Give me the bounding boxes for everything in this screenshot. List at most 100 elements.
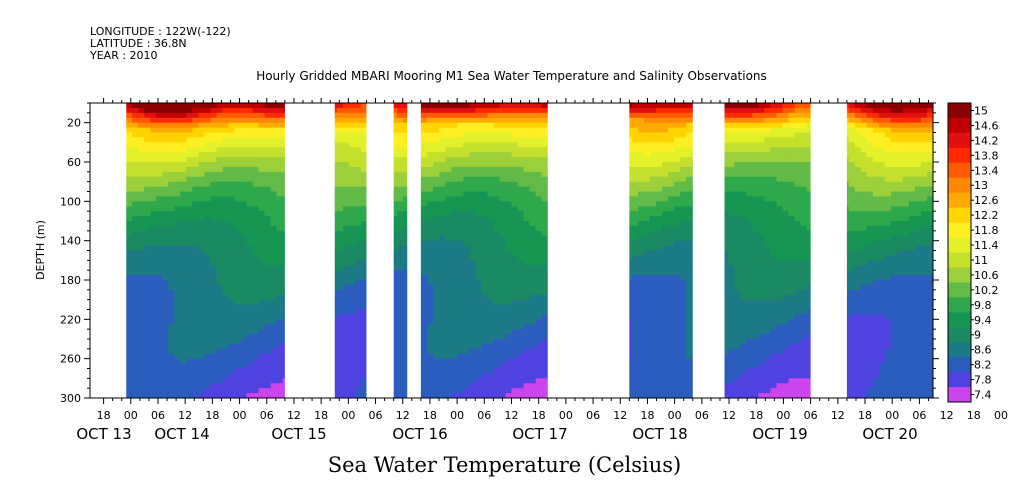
heatmap-cell [168,191,175,198]
heatmap-cell [246,162,254,168]
heatmap-cell [481,191,489,198]
heatmap-cell [216,122,224,129]
heatmap-cell [457,211,464,217]
heatmap-cell [451,388,458,394]
heatmap-cell [126,324,133,330]
heatmap-cell [162,157,169,163]
heatmap-cell [276,309,284,316]
heatmap-cell [541,245,549,252]
heatmap-cell [481,294,489,301]
heatmap-cell [354,329,362,335]
heatmap-cell [541,250,549,257]
heatmap-cell [493,383,501,389]
heatmap-cell [505,334,513,340]
heatmap-cell [463,324,470,330]
heatmap-cell [481,363,489,370]
heatmap-cell [523,112,531,119]
heatmap-cell [451,107,458,114]
heatmap-cell [463,343,470,350]
heatmap-cell [162,240,169,247]
heatmap-cell [222,260,230,266]
heatmap-cell [439,142,446,148]
heatmap-cell [186,225,193,232]
heatmap-cell [427,393,434,398]
heatmap-cell [493,280,501,286]
heatmap-cell [505,152,513,158]
heatmap-cell [354,186,362,193]
heatmap-cell [427,250,434,257]
heatmap-cell [511,142,519,148]
heatmap-cell [216,270,224,276]
heatmap-cell [270,353,278,360]
heatmap-cell [156,196,163,202]
heatmap-cell [150,235,157,242]
heatmap-cell [505,176,513,183]
heatmap-cell [457,348,464,355]
heatmap-cell [517,284,525,291]
heatmap-cell [523,176,531,183]
heatmap-cell [342,142,350,148]
heatmap-cell [463,122,470,129]
heatmap-cell [360,348,368,355]
heatmap-cell [469,255,476,261]
heatmap-cell [391,235,398,242]
heatmap-cell [216,186,224,193]
heatmap-cell [198,221,206,227]
heatmap-cell [535,343,543,350]
heatmap-cell [270,230,278,237]
heatmap-cell [252,157,260,163]
heatmap-cell [517,319,525,325]
heatmap-cell [475,235,482,242]
heatmap-cell [156,339,163,345]
heatmap-cell [126,142,133,148]
heatmap-cell [463,147,470,153]
heatmap-cell [463,348,470,355]
heatmap-cell [258,230,266,237]
heatmap-cell [246,191,254,198]
heatmap-cell [463,201,470,207]
heatmap-cell [138,225,145,232]
heatmap-cell [397,103,404,109]
heatmap-cell [192,157,199,163]
heatmap-cell [445,348,452,355]
heatmap-cell [222,309,230,316]
heatmap-cell [252,343,260,350]
heatmap-cell [499,343,507,350]
heatmap-cell [493,240,501,247]
heatmap-cell [126,275,133,281]
heatmap-cell [475,348,482,355]
heatmap-cell [403,201,410,207]
heatmap-cell [421,250,428,257]
heatmap-cell [535,235,543,242]
heatmap-cell [439,319,446,325]
heatmap-cell [403,181,410,188]
heatmap-cell [511,348,519,355]
heatmap-cell [421,299,428,306]
heatmap-cell [523,225,531,232]
heatmap-cell [433,304,440,311]
heatmap-cell [463,270,470,276]
heatmap-cell [433,245,440,252]
heatmap-cell [469,225,476,232]
heatmap-cell [541,334,549,340]
heatmap-cell [457,309,464,316]
heatmap-cell [439,176,446,183]
heatmap-cell [240,122,248,129]
heatmap-cell [439,162,446,168]
heatmap-cell [475,186,482,193]
heatmap-cell [487,211,495,217]
heatmap-cell [192,122,199,129]
heatmap-cell [529,245,537,252]
heatmap-cell [216,132,224,139]
heatmap-cell [517,343,525,350]
heatmap-cell [397,329,404,335]
heatmap-cell [360,304,368,311]
heatmap-cell [487,112,495,119]
heatmap-cell [523,363,531,370]
heatmap-cell [276,235,284,242]
heatmap-cell [192,171,199,178]
heatmap-cell [192,107,199,114]
heatmap-cell [499,107,507,114]
heatmap-cell [192,132,199,139]
heatmap-cell [192,304,199,311]
